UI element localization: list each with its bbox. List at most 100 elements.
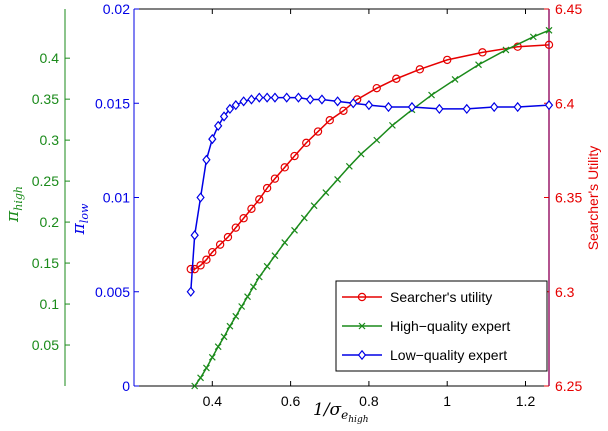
- data-point-x: [281, 239, 289, 247]
- data-point-x-stroke: [475, 61, 482, 69]
- data-point-circle: [280, 163, 289, 172]
- data-point-diamond: [435, 103, 444, 115]
- data-point-x-stroke: [322, 189, 330, 197]
- data-point-circle: [478, 48, 487, 57]
- data-point-x-stroke: [238, 303, 246, 310]
- data-point-diamond: [262, 92, 272, 103]
- data-point-diamond: [255, 92, 264, 103]
- data-point-circle: [262, 183, 272, 193]
- data-point-x-stroke: [203, 364, 210, 372]
- y-low-tick-label: 0.015: [95, 95, 130, 111]
- data-point-circle: [208, 247, 217, 257]
- data-point-x: [291, 226, 298, 234]
- data-point-diamond: [349, 98, 358, 109]
- data-point-x: [373, 136, 381, 144]
- x-title-subscript: e: [341, 408, 348, 422]
- data-point-circle: [372, 83, 381, 93]
- data-point-diamond: [208, 133, 217, 145]
- y-high-tick-label: 0.15: [32, 255, 59, 271]
- data-point-x-stroke: [191, 382, 199, 390]
- data-point-x: [475, 61, 482, 69]
- data-point-x: [214, 343, 222, 351]
- data-point-x: [357, 150, 365, 158]
- data-point-circle: [231, 223, 240, 232]
- data-point-x-stroke: [208, 353, 216, 361]
- data-point-diamond: [407, 101, 417, 113]
- data-point-x-stroke: [428, 91, 435, 99]
- data-point-circle: [290, 151, 299, 161]
- data-point-x: [244, 293, 251, 301]
- data-point-x: [545, 26, 553, 34]
- data-point-x: [208, 353, 216, 361]
- data-point-circle: [202, 255, 211, 264]
- data-point-diamond: [186, 286, 195, 297]
- data-point-x-stroke: [300, 214, 308, 222]
- data-point-diamond: [364, 99, 374, 111]
- data-point-x-stroke: [373, 136, 381, 144]
- y-low-tick-label: 0: [122, 378, 130, 394]
- data-point-circle: [443, 55, 452, 65]
- legend-label: High−quality expert: [390, 318, 510, 334]
- data-point-x-stroke: [214, 343, 222, 351]
- data-point-circle: [255, 195, 264, 204]
- data-point-circle: [223, 232, 233, 242]
- y-utility-axis-title: Searcher's Utility: [585, 146, 601, 251]
- data-point-diamond: [282, 92, 291, 103]
- y-utility-tick-label: 6.25: [555, 378, 582, 394]
- series-line-low: [190, 96, 550, 292]
- data-point-x: [529, 33, 537, 41]
- y-low-tick-label: 0.02: [103, 1, 130, 17]
- y-high-tick-label: 0.25: [32, 173, 59, 189]
- y-utility-tick-label: 6.35: [555, 190, 582, 206]
- data-point-x-stroke: [291, 226, 298, 234]
- data-point-x-stroke: [310, 202, 318, 210]
- data-point-circle: [247, 204, 256, 214]
- y-high-tick-label: 0.2: [40, 214, 60, 230]
- legend-label: Searcher's utility: [390, 289, 492, 305]
- data-point-x: [220, 333, 228, 341]
- data-point-x: [203, 364, 210, 372]
- y-high-title-symbol: π: [3, 210, 23, 223]
- data-point-x: [300, 214, 308, 222]
- data-point-x-stroke: [345, 162, 353, 170]
- data-point-x-stroke: [232, 312, 240, 320]
- data-point-x-stroke: [263, 262, 271, 270]
- x-title-main: 1/σ: [313, 400, 342, 420]
- data-point-x: [238, 303, 246, 310]
- x-tick-label: 1: [443, 393, 451, 409]
- y-high-axis-title: πhigh: [3, 186, 25, 223]
- legend-label: Low−quality expert: [390, 347, 507, 363]
- data-point-circle: [357, 292, 367, 302]
- data-point-diamond: [317, 94, 327, 105]
- data-point-x-stroke: [197, 374, 204, 382]
- data-point-diamond: [333, 96, 342, 107]
- data-point-x-stroke: [357, 150, 365, 158]
- data-point-circle: [302, 138, 311, 148]
- data-point-circle: [544, 40, 554, 50]
- data-point-x-stroke: [502, 46, 510, 54]
- data-point-circle: [415, 65, 425, 74]
- y-low-tick-label: 0.005: [95, 284, 130, 300]
- data-point-x-stroke: [545, 26, 553, 34]
- series-low: [186, 92, 554, 297]
- data-point-circle: [392, 74, 401, 83]
- data-point-x: [271, 252, 279, 260]
- data-point-x: [263, 262, 271, 270]
- data-point-diamond: [196, 192, 205, 203]
- data-point-x: [345, 162, 353, 170]
- x-title-subsubscript: high: [348, 415, 368, 425]
- data-point-circle: [339, 106, 348, 115]
- data-point-x: [191, 382, 199, 390]
- data-point-circle: [239, 214, 248, 223]
- y-high-tick-label: 0.1: [40, 296, 60, 312]
- data-point-diamond: [202, 154, 211, 165]
- data-point-x-stroke: [451, 76, 459, 83]
- data-point-x-stroke: [529, 33, 537, 41]
- y-high-tick-label: 0.35: [32, 91, 59, 107]
- series-line-utility: [190, 44, 550, 270]
- data-point-diamond: [214, 120, 223, 132]
- data-point-x: [451, 76, 459, 83]
- data-point-x: [358, 322, 366, 330]
